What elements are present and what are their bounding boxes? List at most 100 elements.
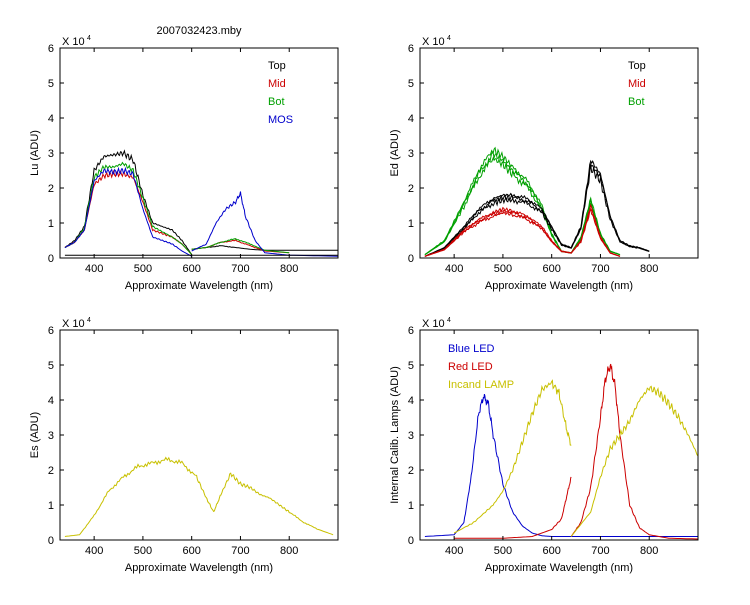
y-tick-label: 1 — [48, 500, 54, 512]
y-scale-label: X 10 — [422, 318, 445, 330]
y-tick-label: 4 — [408, 395, 414, 407]
series-line-red-led — [454, 476, 572, 539]
y-tick-label: 6 — [48, 325, 54, 337]
series-line-bot — [191, 238, 290, 254]
series-line-top — [191, 245, 338, 251]
y-tick-label: 3 — [48, 148, 54, 160]
legend-entry-mid: Mid — [268, 78, 286, 90]
series-line-mos — [191, 191, 339, 257]
legend-entry-red-led: Red LED — [448, 361, 493, 373]
x-tick-label: 700 — [591, 545, 609, 557]
y-scale-exponent: 4 — [87, 317, 91, 324]
y-tick-label: 5 — [48, 360, 54, 372]
x-tick-label: 400 — [445, 263, 463, 275]
y-scale-exponent: 4 — [447, 317, 451, 324]
x-tick-label: 800 — [640, 545, 658, 557]
y-axis-label: Lu (ADU) — [29, 130, 41, 176]
y-tick-label: 2 — [48, 465, 54, 477]
y-tick-label: 6 — [48, 43, 54, 55]
series-line-top — [64, 149, 193, 255]
y-tick-label: 5 — [48, 78, 54, 90]
y-tick-label: 2 — [408, 183, 414, 195]
series-line-es — [64, 456, 334, 537]
x-tick-label: 800 — [280, 545, 298, 557]
x-tick-label: 600 — [183, 263, 201, 275]
x-tick-label: 600 — [183, 545, 201, 557]
series-line-mid — [424, 203, 621, 257]
y-tick-label: 5 — [408, 78, 414, 90]
figure-title: 2007032423.mby — [156, 25, 242, 37]
series-line-red-led — [570, 363, 699, 540]
series-line-incand-lamp — [570, 385, 699, 537]
y-scale-label: X 10 — [62, 318, 85, 330]
series-line-mos — [64, 166, 192, 257]
x-tick-label: 700 — [231, 545, 249, 557]
y-tick-label: 3 — [408, 148, 414, 160]
x-axis-label: Approximate Wavelength (nm) — [125, 562, 273, 574]
y-tick-label: 1 — [408, 500, 414, 512]
x-tick-label: 400 — [445, 545, 463, 557]
x-tick-label: 500 — [494, 545, 512, 557]
series-line-mid — [424, 207, 621, 257]
y-tick-label: 1 — [408, 218, 414, 230]
y-tick-label: 6 — [408, 325, 414, 337]
legend-entry-blue-led: Blue LED — [448, 343, 495, 355]
legend-entry-top: Top — [268, 60, 286, 72]
x-tick-label: 700 — [591, 263, 609, 275]
series-line-top — [424, 164, 650, 257]
x-tick-label: 700 — [231, 263, 249, 275]
x-tick-label: 800 — [640, 263, 658, 275]
series-line-bot — [424, 146, 621, 255]
y-axis-label: Es (ADU) — [29, 412, 41, 458]
y-tick-label: 0 — [408, 535, 414, 547]
y-tick-label: 5 — [408, 360, 414, 372]
x-tick-label: 800 — [280, 263, 298, 275]
legend-entry-bot: Bot — [628, 96, 645, 108]
y-scale-label: X 10 — [62, 36, 85, 48]
y-tick-label: 6 — [408, 43, 414, 55]
x-tick-label: 400 — [85, 545, 103, 557]
series-line-blue-led — [424, 393, 698, 537]
plot-frame — [59, 329, 339, 541]
x-tick-label: 400 — [85, 263, 103, 275]
x-tick-label: 500 — [134, 263, 152, 275]
y-scale-exponent: 4 — [87, 35, 91, 42]
y-tick-label: 3 — [408, 430, 414, 442]
x-axis-label: Approximate Wavelength (nm) — [125, 280, 273, 292]
plot-frame — [59, 47, 339, 259]
x-tick-label: 500 — [494, 263, 512, 275]
y-tick-label: 4 — [48, 113, 54, 125]
y-scale-label: X 10 — [422, 36, 445, 48]
legend-entry-incand-lamp: Incand LAMP — [448, 379, 514, 391]
x-tick-label: 600 — [543, 263, 561, 275]
series-line-incand-lamp — [453, 379, 572, 534]
x-tick-label: 500 — [134, 545, 152, 557]
legend-entry-mos: MOS — [268, 114, 293, 126]
y-scale-exponent: 4 — [447, 35, 451, 42]
legend-entry-top: Top — [628, 60, 646, 72]
y-tick-label: 1 — [48, 218, 54, 230]
x-axis-label: Approximate Wavelength (nm) — [485, 280, 633, 292]
y-tick-label: 4 — [408, 113, 414, 125]
y-axis-label: Internal Calib. Lamps (ADU) — [389, 366, 401, 504]
legend-entry-bot: Bot — [268, 96, 285, 108]
y-tick-label: 2 — [48, 183, 54, 195]
series-line-mid — [64, 169, 193, 255]
y-tick-label: 0 — [408, 253, 414, 265]
y-axis-label: Ed (ADU) — [389, 129, 401, 176]
y-tick-label: 0 — [48, 253, 54, 265]
y-tick-label: 2 — [408, 465, 414, 477]
y-tick-label: 3 — [48, 430, 54, 442]
plot-frame — [419, 47, 699, 259]
y-tick-label: 0 — [48, 535, 54, 547]
x-tick-label: 600 — [543, 545, 561, 557]
y-tick-label: 4 — [48, 395, 54, 407]
x-axis-label: Approximate Wavelength (nm) — [485, 562, 633, 574]
legend-entry-mid: Mid — [628, 78, 646, 90]
